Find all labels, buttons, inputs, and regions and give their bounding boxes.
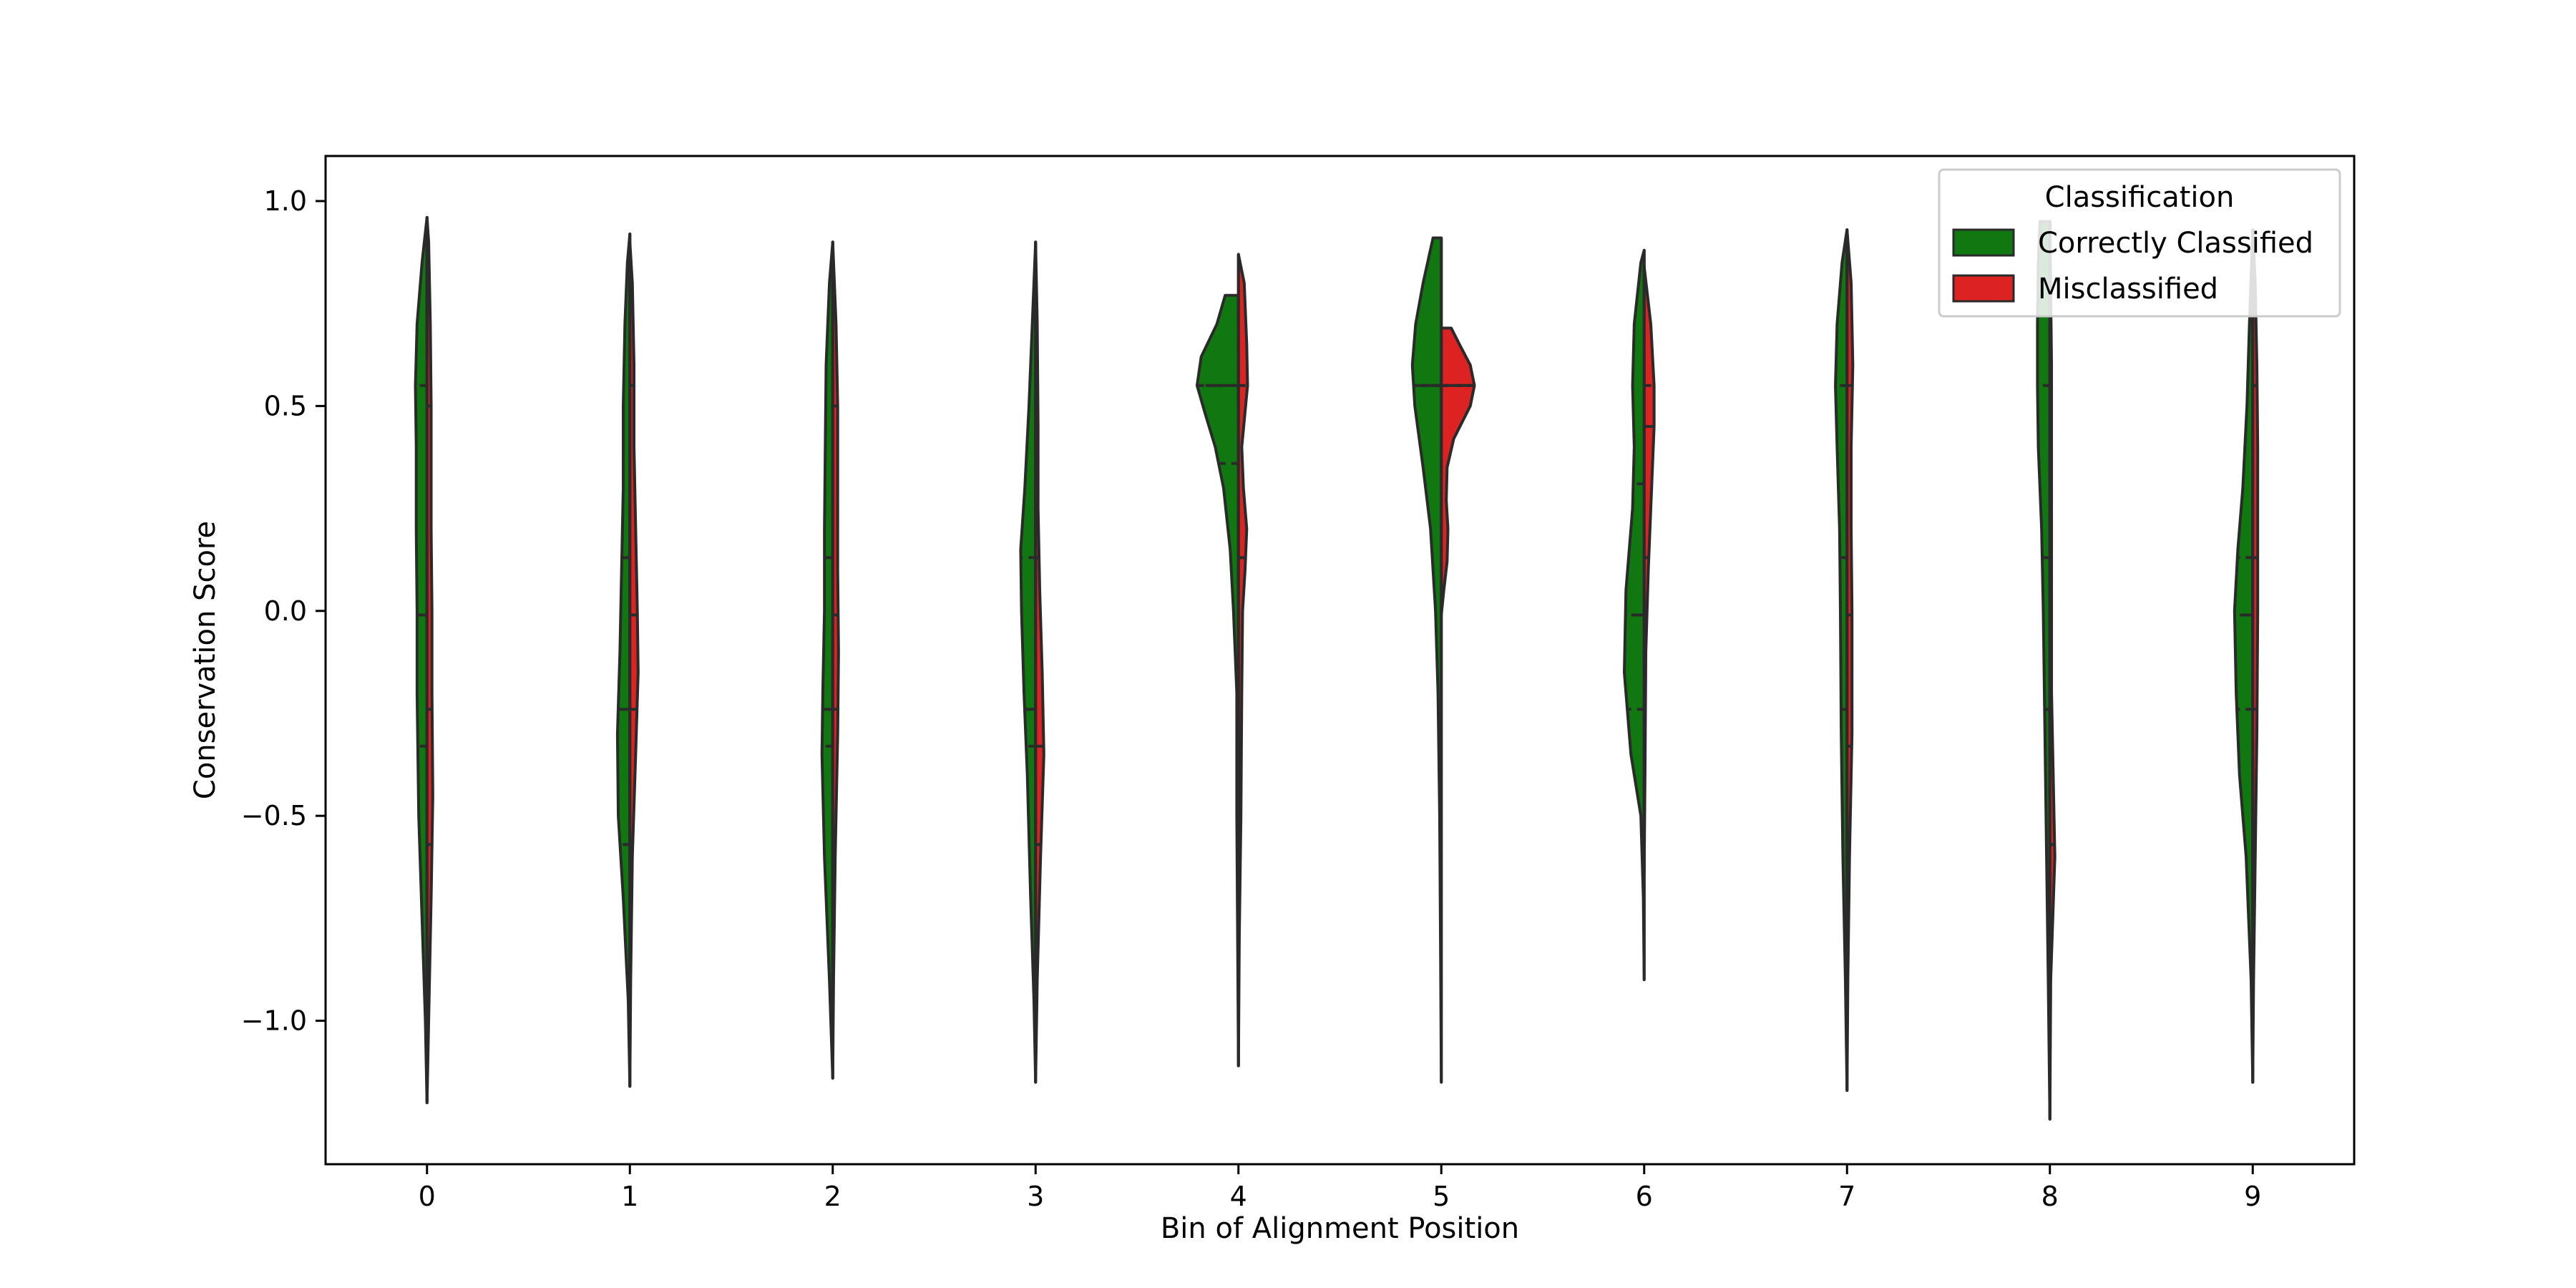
- x-tick-label: 3: [1027, 1181, 1044, 1212]
- y-tick-label: 1.0: [264, 185, 307, 217]
- legend-label-misclassified: Misclassified: [2038, 273, 2218, 306]
- legend-label-correctly-classified: Correctly Classified: [2038, 227, 2313, 260]
- x-tick-label: 9: [2244, 1181, 2261, 1212]
- legend-title: Classification: [2045, 181, 2235, 214]
- violin-correctly-classified-bin-1: [615, 232, 632, 1088]
- x-tick-label: 2: [824, 1181, 841, 1212]
- x-tick-label: 4: [1230, 1181, 1247, 1212]
- x-tick-label: 6: [1636, 1181, 1653, 1212]
- legend: Classification Correctly Classified Misc…: [1938, 168, 2341, 318]
- violin-misclassified-bin-1: [628, 240, 640, 1088]
- violin-misclassified-bin-2: [831, 240, 840, 1080]
- y-tick-label: 0.0: [264, 595, 307, 627]
- x-tick-label: 0: [419, 1181, 436, 1212]
- violin-correctly-classified-bin-2: [820, 240, 834, 1080]
- violin-correctly-classified-bin-7: [1834, 228, 1849, 1092]
- y-tick-label: 0.5: [264, 390, 307, 421]
- legend-swatch-correctly-classified: [1952, 228, 2015, 257]
- y-tick-label: −0.5: [241, 800, 307, 831]
- x-tick-label: 1: [621, 1181, 638, 1212]
- violin-correctly-classified-bin-4: [1195, 293, 1240, 1068]
- quartiles-layer: [415, 384, 2258, 847]
- violin-misclassified-bin-4: [1236, 253, 1249, 1068]
- violin-correctly-classified-bin-5: [1410, 236, 1443, 1084]
- legend-box: [1938, 168, 2341, 318]
- legend-swatch-misclassified: [1952, 274, 2015, 303]
- violin-misclassified-bin-5: [1440, 326, 1476, 617]
- y-axis-label: Conservation Score: [189, 521, 222, 799]
- x-axis-label: Bin of Alignment Position: [1161, 1212, 1519, 1245]
- violin-misclassified-bin-7: [1845, 228, 1855, 1092]
- x-axis: 0 1 2 3 4 5 6 7 8 9: [419, 1164, 2261, 1212]
- x-tick-label: 7: [1838, 1181, 1855, 1212]
- violin-correctly-classified-bin-0: [414, 215, 429, 1105]
- y-tick-label: −1.0: [241, 1005, 307, 1037]
- plot-frame: [324, 155, 2356, 1166]
- x-tick-label: 8: [2041, 1181, 2059, 1212]
- violin-correctly-classified-bin-3: [1019, 240, 1038, 1084]
- x-tick-label: 5: [1433, 1181, 1450, 1212]
- y-axis: −1.0 −0.5 0.0 0.5 1.0: [241, 185, 326, 1037]
